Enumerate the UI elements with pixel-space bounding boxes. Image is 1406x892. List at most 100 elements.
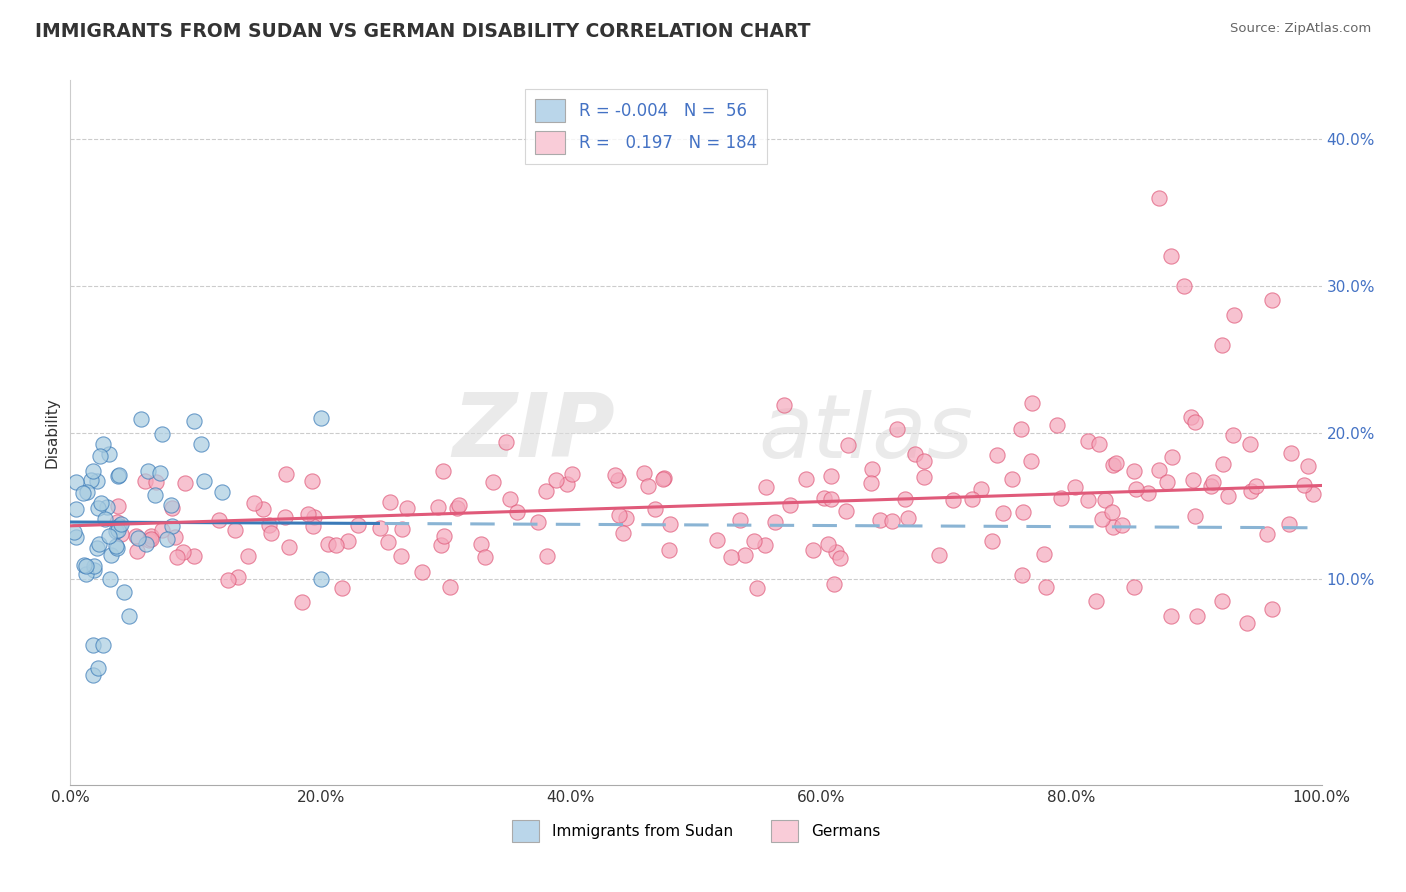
Point xyxy=(449,498,471,512)
Point xyxy=(1256,527,1278,541)
Point xyxy=(105,541,128,555)
Point xyxy=(1278,516,1301,531)
Point xyxy=(779,498,801,512)
Point xyxy=(135,537,157,551)
Point xyxy=(644,502,666,516)
Point xyxy=(166,550,188,565)
Point xyxy=(193,474,215,488)
Point xyxy=(252,501,274,516)
Point xyxy=(1260,293,1282,308)
Point xyxy=(105,515,128,529)
Point xyxy=(1184,508,1206,523)
Point xyxy=(83,558,105,573)
Point xyxy=(309,411,332,425)
Point xyxy=(98,528,121,542)
Point xyxy=(986,448,1008,462)
Point xyxy=(1010,422,1032,436)
Point xyxy=(658,542,681,557)
Point xyxy=(391,522,413,536)
Point xyxy=(433,529,456,543)
Point xyxy=(1302,487,1324,501)
Point xyxy=(980,534,1002,549)
Point xyxy=(94,511,117,525)
Point xyxy=(1085,594,1108,608)
Point xyxy=(860,462,883,476)
Point xyxy=(87,537,110,551)
Point xyxy=(110,516,132,531)
Point xyxy=(80,473,103,487)
Point xyxy=(1137,486,1160,500)
Point xyxy=(928,548,950,562)
Point xyxy=(257,517,280,532)
Point xyxy=(1160,249,1182,264)
Point xyxy=(1001,472,1024,486)
Point xyxy=(97,447,120,461)
Point xyxy=(654,470,676,484)
Point xyxy=(107,499,129,513)
Point xyxy=(226,570,249,584)
Point xyxy=(143,488,166,502)
Point xyxy=(139,529,162,543)
Point xyxy=(1185,609,1208,624)
Point xyxy=(1182,473,1205,487)
Point xyxy=(330,581,353,595)
Point xyxy=(820,469,842,483)
Point xyxy=(72,486,94,500)
Point xyxy=(276,467,298,482)
Point xyxy=(112,585,135,599)
Point xyxy=(377,534,399,549)
Point xyxy=(1156,475,1178,489)
Point xyxy=(160,500,183,515)
Point xyxy=(991,506,1014,520)
Point xyxy=(105,539,128,553)
Point xyxy=(129,412,152,426)
Point xyxy=(291,595,314,609)
Point xyxy=(1211,337,1233,351)
Point xyxy=(183,549,205,563)
Point xyxy=(614,510,637,524)
Point xyxy=(96,500,118,514)
Point xyxy=(224,523,246,537)
Point xyxy=(1125,482,1147,496)
Point xyxy=(612,526,634,541)
Point xyxy=(73,558,96,573)
Point xyxy=(134,474,156,488)
Point xyxy=(1091,512,1114,526)
Point xyxy=(108,518,131,533)
Point xyxy=(1281,446,1303,460)
Point xyxy=(136,464,159,478)
Point xyxy=(446,500,468,515)
Point xyxy=(1292,478,1315,492)
Point xyxy=(1105,456,1128,470)
Text: IMMIGRANTS FROM SUDAN VS GERMAN DISABILITY CORRELATION CHART: IMMIGRANTS FROM SUDAN VS GERMAN DISABILI… xyxy=(35,22,811,41)
Point xyxy=(1246,479,1268,493)
Point xyxy=(260,525,283,540)
Point xyxy=(273,509,295,524)
Point xyxy=(1088,437,1111,451)
Point xyxy=(869,513,891,527)
Point xyxy=(1222,428,1244,442)
Point xyxy=(429,538,451,552)
Point xyxy=(886,422,908,436)
Point xyxy=(172,545,194,559)
Point xyxy=(302,518,325,533)
Point xyxy=(942,493,965,508)
Point xyxy=(506,505,529,519)
Point xyxy=(882,514,904,528)
Point xyxy=(960,491,983,506)
Point xyxy=(183,414,205,428)
Point xyxy=(98,572,121,586)
Point xyxy=(302,510,325,524)
Point xyxy=(76,485,98,500)
Point xyxy=(904,447,927,461)
Point xyxy=(801,543,824,558)
Point xyxy=(534,483,557,498)
Point xyxy=(238,549,260,563)
Point xyxy=(125,544,148,558)
Point xyxy=(1122,464,1144,478)
Point xyxy=(633,466,655,480)
Point xyxy=(301,474,323,488)
Point xyxy=(86,541,108,555)
Point xyxy=(755,480,778,494)
Point xyxy=(1211,594,1233,608)
